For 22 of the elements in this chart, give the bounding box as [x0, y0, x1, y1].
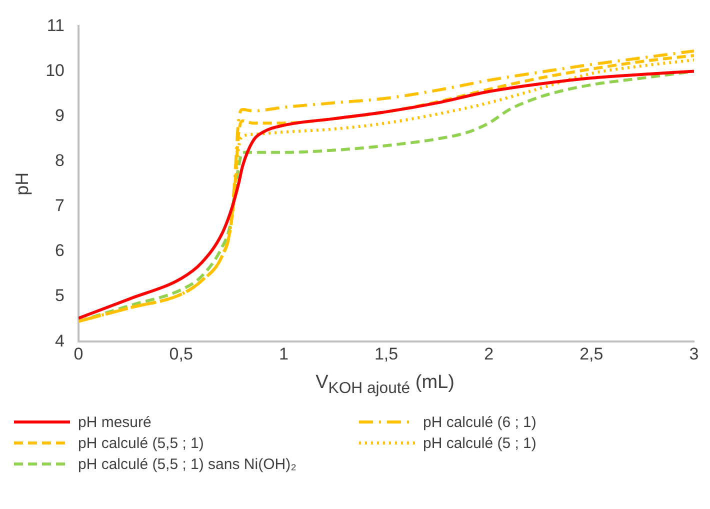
y-tick-label: 10 [46, 60, 65, 80]
x-tick-label: 3 [689, 344, 699, 364]
legend-label: pH calculé (5 ; 1) [423, 434, 536, 452]
legend-label: pH calculé (5,5 ; 1) [78, 434, 204, 452]
legend-label: pH calculé (5,5 ; 1) sans Ni(OH)₂ [78, 456, 296, 473]
y-tick-label: 6 [55, 241, 65, 260]
y-tick-label: 8 [55, 151, 65, 170]
x-tick-label: 0,5 [169, 344, 193, 364]
y-tick-label: 4 [55, 331, 65, 350]
x-tick-label: 1,5 [374, 344, 398, 364]
y-axis-title: pH [12, 172, 32, 196]
legend-label: pH calculé (6 ; 1) [423, 414, 536, 431]
x-tick-label: 1 [278, 344, 288, 364]
x-axis-title: V$_{KOH ajouté}$ (mL) [314, 372, 456, 398]
y-tick-label: 9 [55, 106, 65, 125]
x-tick-label: 2,5 [580, 344, 604, 364]
y-tick-label: 5 [55, 286, 65, 306]
legend-label: pH mesuré [78, 414, 152, 431]
y-tick-label: 11 [46, 16, 65, 35]
y-tick-label: 7 [55, 196, 65, 216]
x-tick-label: 2 [484, 344, 494, 364]
x-tick-label: 0 [74, 344, 84, 364]
